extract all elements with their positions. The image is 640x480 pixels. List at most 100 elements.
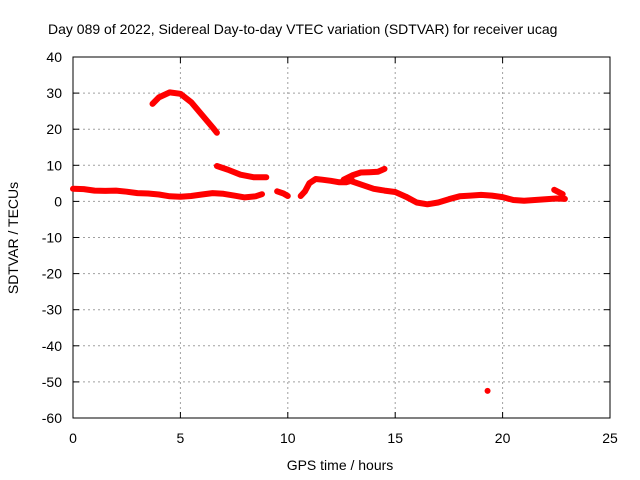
data-point [113, 188, 119, 194]
x-tick-label: 5 [177, 430, 185, 446]
data-point [70, 186, 76, 192]
data-point [250, 174, 256, 180]
x-tick-label: 25 [602, 430, 618, 446]
data-point [341, 177, 347, 183]
data-point [414, 199, 420, 205]
data-point [510, 197, 516, 203]
data-point [259, 191, 265, 197]
data-point [263, 174, 269, 180]
data-point [124, 189, 130, 195]
data-point [360, 182, 366, 188]
series-segment-1 [70, 185, 265, 201]
data-point [199, 192, 205, 198]
data-point [521, 198, 527, 204]
y-tick-label: -60 [42, 410, 62, 426]
data-point [336, 179, 342, 185]
data-point [210, 190, 216, 196]
data-point [220, 191, 226, 197]
data-point [225, 167, 231, 173]
data-point [188, 99, 194, 105]
series-segment-6 [340, 165, 388, 183]
data-point [81, 186, 87, 192]
data-point [392, 189, 398, 195]
data-point [562, 196, 568, 202]
y-axis-label: SDTVAR / TECUs [5, 182, 21, 294]
data-point [424, 201, 430, 207]
y-tick-label: -50 [42, 374, 62, 390]
series-segment-8 [551, 186, 566, 198]
data-point [560, 191, 566, 197]
data-point [366, 169, 372, 175]
y-tick-label: 40 [46, 49, 62, 65]
grid-lines [73, 57, 610, 418]
data-point [177, 194, 183, 200]
y-tick-label: -30 [42, 302, 62, 318]
data-point [302, 188, 308, 194]
data-point [435, 199, 441, 205]
data-point [167, 193, 173, 199]
data-point [381, 166, 387, 172]
y-tick-label: 30 [46, 85, 62, 101]
y-tick-label: 10 [46, 157, 62, 173]
series-line [149, 89, 220, 136]
data-point [371, 186, 377, 192]
data-point [403, 194, 409, 200]
series-segment-2 [149, 89, 220, 136]
data-point [489, 193, 495, 199]
y-tick-label: -10 [42, 230, 62, 246]
data-point [231, 193, 237, 199]
data-point [102, 188, 108, 194]
data-point [199, 112, 205, 118]
data-point [214, 163, 220, 169]
data-point [467, 193, 473, 199]
data-point [253, 193, 259, 199]
plot-frame [72, 56, 611, 419]
data-point [319, 177, 325, 183]
data-point [313, 176, 319, 182]
chart-title: Day 089 of 2022, Sidereal Day-to-day VTE… [48, 21, 557, 37]
data-point [484, 387, 491, 394]
data-point [156, 192, 162, 198]
data-point [274, 188, 280, 194]
data-point [381, 188, 387, 194]
data-point [188, 193, 194, 199]
series-segment-4 [274, 188, 291, 199]
data-point [358, 170, 364, 176]
data-point [349, 172, 355, 178]
data-point [214, 130, 220, 136]
data-point [551, 187, 557, 193]
data-point [281, 190, 287, 196]
data-series [70, 89, 568, 394]
data-point [156, 94, 162, 100]
data-point [149, 101, 155, 107]
x-tick-label: 20 [495, 430, 511, 446]
y-tick-label: 0 [54, 193, 62, 209]
data-point [328, 178, 334, 184]
series-segment-3 [213, 163, 270, 181]
data-point [478, 192, 484, 198]
data-point [145, 190, 151, 196]
data-point [446, 196, 452, 202]
y-tick-label: 20 [46, 121, 62, 137]
series-segment-7 [349, 178, 568, 208]
data-point [210, 124, 216, 130]
y-tick-label: -20 [42, 266, 62, 282]
x-tick-labels: 0 5 10 15 20 25 [69, 430, 618, 446]
data-point [306, 180, 312, 186]
data-point [238, 172, 244, 178]
data-point [500, 194, 506, 200]
y-tick-label: -40 [42, 338, 62, 354]
y-tick-labels: 40 30 20 10 0 -10 -20 -30 -40 -50 -60 [42, 49, 62, 426]
data-point [375, 169, 381, 175]
data-point [457, 193, 463, 199]
x-tick-label: 10 [280, 430, 296, 446]
x-axis-label: GPS time / hours [287, 457, 394, 473]
data-point [134, 190, 140, 196]
data-point [543, 196, 549, 202]
x-tick-label: 15 [387, 430, 403, 446]
data-point [285, 193, 291, 199]
data-point [177, 91, 183, 97]
series-outlier [484, 387, 491, 394]
data-point [91, 188, 97, 194]
